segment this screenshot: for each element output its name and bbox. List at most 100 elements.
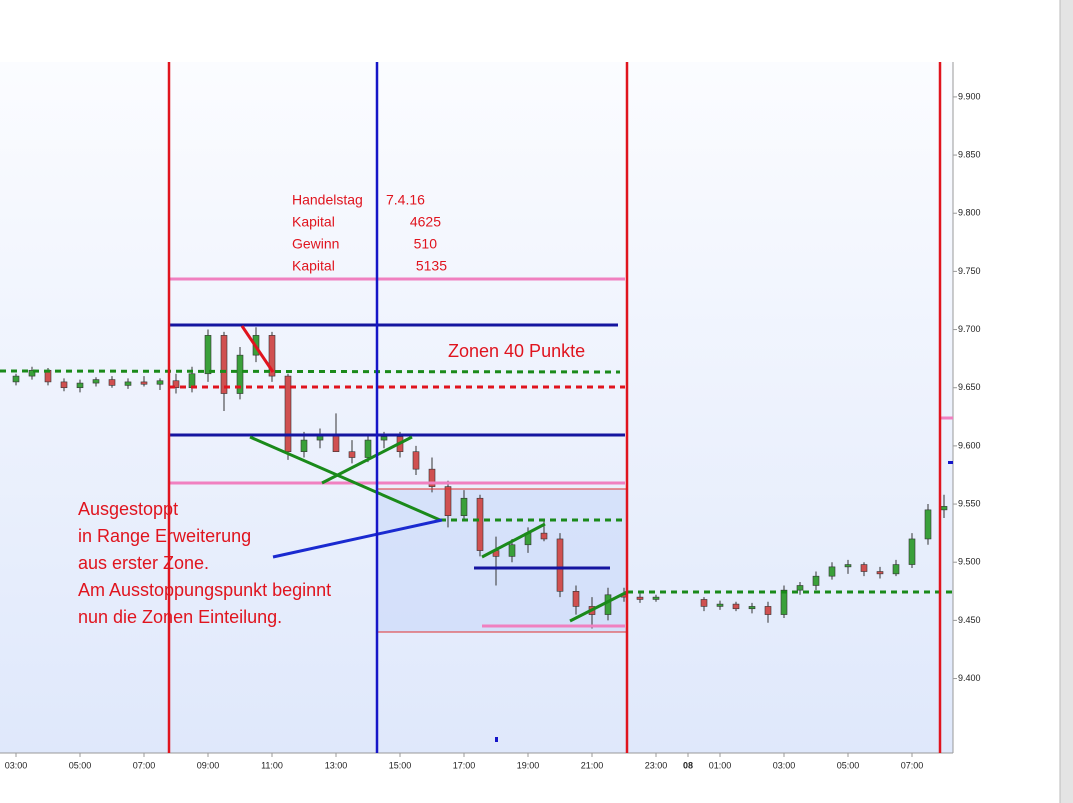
info-label: Kapital xyxy=(292,258,335,274)
green-dashed-level xyxy=(0,369,621,374)
candle-body xyxy=(268,335,276,377)
x-tick-label: 09:00 xyxy=(197,760,220,770)
candle-body xyxy=(364,439,372,458)
y-tick-label: 9.500 xyxy=(958,557,981,567)
note-line: Am Ausstoppungspunkt beginnt xyxy=(78,580,331,600)
note-line: Ausgestoppt xyxy=(78,499,178,519)
candle-body xyxy=(604,594,612,615)
candle-body xyxy=(844,564,852,568)
candle-body xyxy=(460,497,468,516)
candle-body xyxy=(572,591,580,607)
note-line: aus erster Zone. xyxy=(78,553,209,573)
x-tick-label: 07:00 xyxy=(133,760,156,770)
marker xyxy=(495,737,498,742)
candle-body xyxy=(476,497,484,551)
y-tick-label: 9.550 xyxy=(958,498,981,508)
x-tick-label: 23:00 xyxy=(645,760,668,770)
candle-body xyxy=(332,433,340,453)
drawings xyxy=(0,62,953,753)
candle-body xyxy=(892,564,900,575)
x-tick-label: 08 xyxy=(683,760,693,770)
candle-body xyxy=(444,486,452,516)
candle-body xyxy=(284,375,292,453)
x-tick-label: 03:00 xyxy=(773,760,796,770)
info-box: Handelstag 7.4.16 Kapital 4625 Gewinn 51… xyxy=(292,192,447,274)
trend-line xyxy=(240,325,275,373)
scrollbar xyxy=(1060,0,1073,803)
candle-body xyxy=(732,603,740,610)
candle-body xyxy=(828,566,836,577)
candle-body xyxy=(300,439,308,453)
y-tick-label: 9.750 xyxy=(958,266,981,276)
candle-body xyxy=(348,451,356,458)
candle-body xyxy=(556,538,564,592)
candle-body xyxy=(812,575,820,586)
trend-line xyxy=(272,518,443,559)
y-tick-label: 9.850 xyxy=(958,149,981,159)
candle-body xyxy=(428,468,436,487)
info-label: Gewinn xyxy=(292,236,339,252)
candle-body xyxy=(172,380,180,389)
trend-line xyxy=(249,435,441,522)
x-tick-label: 15:00 xyxy=(389,760,412,770)
candle-body xyxy=(748,606,756,610)
candle-body xyxy=(108,379,116,386)
x-tick-label: 13:00 xyxy=(325,760,348,770)
x-tick-label: 01:00 xyxy=(709,760,732,770)
candle-body xyxy=(716,603,724,607)
info-label: Handelstag xyxy=(292,192,363,208)
candle-body xyxy=(796,585,804,591)
note-line: in Range Erweiterung xyxy=(78,526,251,546)
candle-body xyxy=(380,436,388,441)
note-line: nun die Zonen Einteilung. xyxy=(78,607,282,627)
candle-body xyxy=(92,379,100,384)
x-tick-label: 19:00 xyxy=(517,760,540,770)
trend-line xyxy=(481,522,546,559)
candle-body xyxy=(76,382,84,389)
trend-line xyxy=(569,590,628,623)
zones-label: Zonen 40 Punkte xyxy=(448,341,585,361)
x-tick-label: 17:00 xyxy=(453,760,476,770)
y-tick-label: 9.900 xyxy=(958,91,981,101)
y-tick-label: 9.450 xyxy=(958,615,981,625)
y-tick-label: 9.600 xyxy=(958,440,981,450)
y-tick-label: 9.700 xyxy=(958,324,981,334)
trend-line xyxy=(321,435,413,485)
candle-body xyxy=(876,571,884,575)
note: Ausgestoppt in Range Erweiterung aus ers… xyxy=(78,499,331,627)
x-tick-label: 21:00 xyxy=(581,760,604,770)
y-tick-label: 9.800 xyxy=(958,208,981,218)
candle-body xyxy=(508,544,516,557)
x-tick-label: 07:00 xyxy=(901,760,924,770)
candle-body xyxy=(780,589,788,615)
info-value: 7.4.16 xyxy=(386,192,425,208)
candle-body xyxy=(940,506,948,511)
candle-body xyxy=(12,375,20,383)
marker xyxy=(948,461,953,464)
candle-body xyxy=(636,596,644,600)
candle-body xyxy=(28,369,36,377)
candle-body xyxy=(700,599,708,607)
candle-body xyxy=(60,381,68,389)
y-tick-label: 9.400 xyxy=(958,673,981,683)
plot-area xyxy=(0,62,953,753)
candle-body xyxy=(652,596,660,600)
candle-body xyxy=(220,335,228,394)
y-tick-label: 9.650 xyxy=(958,382,981,392)
candle-body xyxy=(124,381,132,386)
info-label: Kapital xyxy=(292,214,335,230)
x-tick-label: 05:00 xyxy=(69,760,92,770)
zone-box xyxy=(378,489,627,632)
candle-body xyxy=(860,564,868,572)
candle-body xyxy=(924,509,932,540)
candle-body xyxy=(764,606,772,615)
x-tick-label: 03:00 xyxy=(5,760,28,770)
x-tick-label: 05:00 xyxy=(837,760,860,770)
info-value: 510 xyxy=(414,236,438,252)
x-tick-label: 11:00 xyxy=(261,760,283,770)
candle-body xyxy=(540,532,548,540)
info-value: 5135 xyxy=(416,258,447,274)
candle-body xyxy=(908,538,916,565)
